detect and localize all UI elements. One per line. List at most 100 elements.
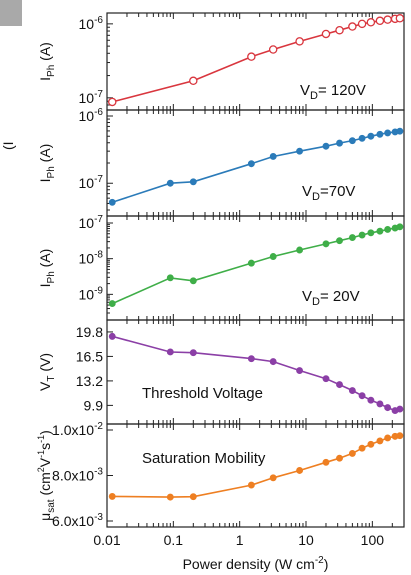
- data-point: [247, 355, 255, 363]
- data-point: [366, 18, 376, 27]
- data-point: [396, 432, 404, 440]
- data-point: [336, 139, 343, 147]
- data-point: [358, 392, 366, 400]
- data-point: [376, 437, 384, 445]
- y-tick-label: 19.8: [76, 324, 103, 340]
- data-point: [358, 444, 366, 452]
- annotation-rest: = 120V: [318, 82, 366, 99]
- y-tick-exponent: -7: [94, 214, 103, 225]
- y-axis-title-sub: Ph: [46, 271, 57, 283]
- data-point: [367, 440, 375, 448]
- data-point: [269, 153, 277, 160]
- y-tick-exponent: -3: [94, 512, 103, 523]
- data-point: [189, 349, 197, 357]
- y-tick-label: 10-9: [79, 285, 104, 302]
- data-point: [376, 227, 384, 235]
- data-point: [348, 449, 356, 457]
- data-point: [247, 259, 255, 267]
- panel-annotation: Saturation Mobility: [142, 450, 266, 467]
- data-point: [189, 493, 197, 501]
- panel-annotation: VD= 120V: [300, 82, 366, 102]
- y-axis-title: IPh (A): [37, 42, 57, 81]
- data-point: [247, 481, 255, 489]
- data-point: [295, 37, 304, 46]
- data-point: [336, 454, 343, 462]
- panel-vt: 19.8 16.5 13.2 9.9 VT (V) Threshold Voltage: [37, 319, 405, 425]
- y-axis-title: IPh (A): [37, 144, 57, 183]
- data-point: [296, 147, 304, 155]
- data-point: [189, 178, 197, 186]
- data-point: [166, 274, 174, 282]
- y-tick-exponent: -7: [94, 89, 103, 100]
- x-tick-label: 0.1: [164, 532, 184, 548]
- y-tick-label: 10-6: [79, 107, 104, 124]
- annotation-rest: =70V: [320, 183, 355, 200]
- clipped-left-label: (I: [0, 141, 16, 150]
- panel-annotation: VD= 20V: [302, 288, 360, 308]
- panel-p120: 10-6 10-7 IPh (A) VD= 120V: [37, 12, 405, 111]
- data-point: [348, 22, 357, 31]
- x-axis-title: Power density (W cm-2): [183, 555, 329, 572]
- data-point: [247, 52, 256, 61]
- y-tick-label: 10-7: [79, 174, 104, 191]
- data-point: [384, 129, 392, 137]
- data-point: [108, 198, 116, 206]
- data-point: [396, 223, 404, 231]
- data-point: [269, 253, 277, 260]
- data-point: [358, 231, 366, 239]
- unit-exponent: -1: [36, 450, 46, 458]
- data-point: [321, 29, 331, 39]
- data-point: [166, 493, 174, 501]
- data-point: [296, 467, 304, 474]
- y-tick-label: 9.9: [84, 397, 104, 413]
- y-tick-exponent: -9: [94, 285, 103, 296]
- data-point: [269, 358, 277, 366]
- data-point: [384, 404, 392, 412]
- panel-annotation: VD=70V: [302, 183, 355, 203]
- data-point: [166, 179, 174, 187]
- data-point: [357, 19, 367, 29]
- x-tick-label: 100: [361, 532, 385, 548]
- y-tick-label: 6.0x10-3: [52, 512, 103, 529]
- data-point: [322, 458, 330, 466]
- data-point: [189, 76, 198, 86]
- data-point: [376, 400, 384, 408]
- x-axis-title-close: ): [324, 556, 329, 572]
- series-line: [112, 130, 401, 204]
- corner-marker: [0, 0, 22, 26]
- data-point: [383, 15, 392, 24]
- y-tick-label: 10-6: [79, 15, 104, 32]
- data-point: [376, 130, 384, 138]
- y-tick-label: 1.0x10-2: [52, 421, 103, 438]
- y-axis-title-unit: (A): [37, 144, 53, 167]
- y-tick-label: 8.0x10-3: [52, 467, 103, 484]
- y-axis-title-sub: Ph: [46, 166, 57, 178]
- data-point: [367, 132, 375, 140]
- data-point: [336, 381, 343, 389]
- y-axis-title-unit: (cm: [37, 472, 53, 499]
- y-tick-label: 10-7: [79, 214, 104, 231]
- y-axis-title-unit: (A): [37, 42, 53, 65]
- data-point: [335, 25, 344, 35]
- data-point: [322, 240, 330, 248]
- y-tick-exponent: -7: [94, 174, 103, 185]
- y-axis-title-sub: Ph: [46, 65, 57, 77]
- y-axis-title-sub: T: [46, 376, 57, 382]
- y-axis-title: VT (V): [37, 353, 57, 391]
- annotation-rest: = 20V: [320, 288, 360, 305]
- data-point: [348, 387, 356, 394]
- data-point: [269, 474, 277, 482]
- data-point: [296, 367, 304, 374]
- data-point: [322, 375, 330, 383]
- y-axis-title: IPh (A): [37, 249, 57, 288]
- data-point: [384, 225, 392, 233]
- data-point: [108, 97, 117, 107]
- y-tick-label: 10-7: [79, 89, 104, 106]
- panel-p20: 10-7 10-8 10-9 IPh (A) VD= 20V: [37, 214, 405, 321]
- data-point: [296, 246, 304, 254]
- annotation-sub: D: [312, 296, 320, 308]
- data-point: [166, 348, 174, 356]
- y-tick-exponent: -2: [94, 421, 103, 432]
